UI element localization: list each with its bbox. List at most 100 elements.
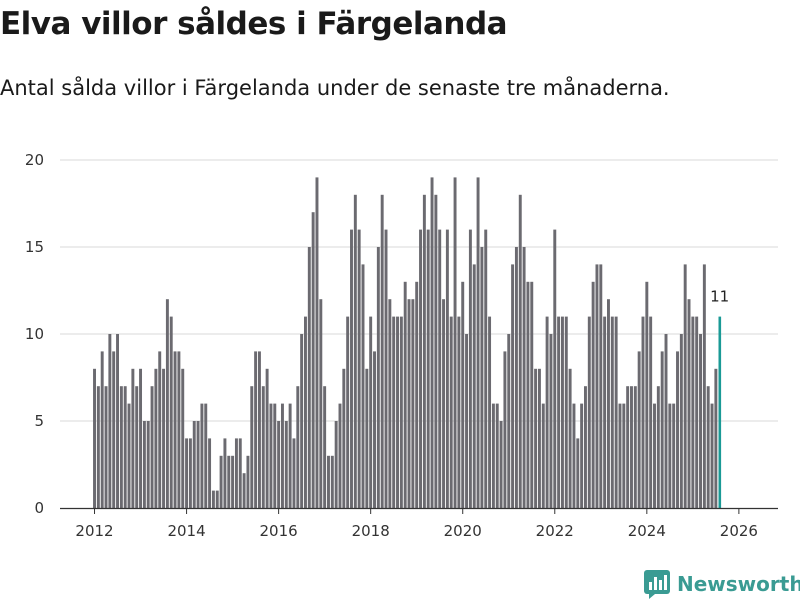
- bar: [350, 229, 353, 508]
- x-tick-label: 2012: [75, 522, 113, 540]
- bar: [373, 351, 376, 508]
- bar: [411, 299, 415, 508]
- bar: [468, 229, 472, 508]
- bar: [158, 351, 162, 508]
- bar: [288, 403, 292, 508]
- bar: [108, 334, 112, 508]
- bar: [284, 421, 288, 508]
- bar: [307, 247, 311, 508]
- bar: [388, 299, 392, 508]
- bar: [530, 281, 534, 508]
- bar: [169, 316, 173, 508]
- bar: [403, 281, 407, 508]
- bar: [710, 403, 714, 508]
- bar: [672, 403, 676, 508]
- bar: [511, 264, 515, 508]
- bar: [545, 316, 549, 508]
- bar: [384, 229, 388, 508]
- bar: [231, 455, 235, 508]
- bar: [238, 438, 242, 508]
- bar: [476, 177, 480, 508]
- bar: [445, 229, 449, 508]
- y-axis-ticks: 0 5 10 15 20: [25, 151, 44, 517]
- bar: [457, 316, 461, 508]
- bar: [518, 194, 522, 509]
- bar: [603, 316, 607, 508]
- bar: [123, 386, 127, 508]
- last-value-label: 11: [710, 288, 729, 306]
- bar: [491, 403, 495, 508]
- bar: [196, 421, 200, 508]
- bar: [534, 368, 538, 508]
- bar: [96, 386, 100, 508]
- bar: [304, 316, 307, 508]
- bar: [514, 247, 518, 508]
- bar: [591, 281, 595, 508]
- bar: [653, 403, 656, 508]
- bar: [338, 403, 342, 508]
- bar: [93, 368, 96, 508]
- x-tick-label: 2014: [167, 522, 205, 540]
- bar: [296, 386, 300, 508]
- bar: [537, 368, 541, 508]
- bar: [607, 299, 610, 508]
- bar: [637, 351, 641, 508]
- bar: [142, 421, 146, 508]
- x-tick-label: 2018: [352, 522, 390, 540]
- bar: [568, 368, 572, 508]
- bar: [100, 351, 104, 508]
- bar: [595, 264, 599, 508]
- bar: [181, 368, 185, 508]
- bar: [200, 403, 204, 508]
- bar: [357, 229, 361, 508]
- bar: [687, 299, 691, 508]
- x-tick-label: 2022: [536, 522, 574, 540]
- bar: [185, 438, 189, 508]
- brand-logo: Newsworthy: [644, 568, 800, 600]
- bar: [560, 316, 564, 508]
- y-tick-label: 0: [34, 499, 44, 517]
- bar: [257, 351, 261, 508]
- bar: [419, 229, 423, 508]
- bar: [465, 334, 469, 508]
- bar: [353, 194, 357, 509]
- bar: [553, 229, 557, 508]
- bar: [664, 334, 668, 508]
- bar: [472, 264, 476, 508]
- bar: [633, 386, 637, 508]
- bar: [361, 264, 365, 508]
- bar: [131, 368, 135, 508]
- bar: [346, 316, 350, 508]
- bar: [292, 438, 296, 508]
- bar: [564, 316, 568, 508]
- bar: [449, 316, 453, 508]
- bar: [211, 490, 215, 508]
- bars: [93, 177, 722, 509]
- bar: [434, 194, 438, 509]
- bar: [119, 386, 123, 508]
- bar: [154, 368, 158, 508]
- y-tick-label: 15: [25, 238, 44, 256]
- bar: [622, 403, 626, 508]
- bar: [407, 299, 411, 508]
- bar: [246, 455, 250, 508]
- bar: [422, 194, 426, 509]
- bar: [415, 281, 419, 508]
- bar: [127, 403, 131, 508]
- bar: [618, 403, 622, 508]
- bar: [315, 177, 319, 508]
- bar: [626, 386, 630, 508]
- x-axis: 2012 2014 2016 2018 2020 2022 2024 2026: [60, 507, 778, 540]
- bar: [135, 386, 139, 508]
- bar: [580, 403, 584, 508]
- chart-icon: [644, 569, 670, 599]
- bar: [610, 316, 614, 508]
- bar-highlight: [718, 316, 722, 508]
- bar: [495, 403, 499, 508]
- bar: [376, 247, 380, 508]
- bar: [219, 455, 223, 508]
- bar: [327, 455, 330, 508]
- bar: [683, 264, 687, 508]
- bar: [177, 351, 181, 508]
- bar: [192, 421, 196, 508]
